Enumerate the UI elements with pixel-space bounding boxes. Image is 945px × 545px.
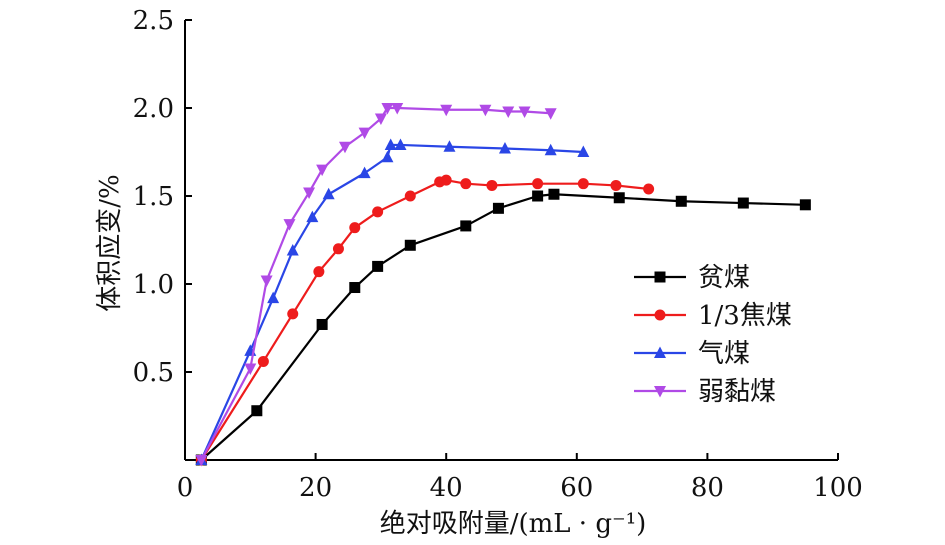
series-line — [200, 193, 806, 461]
y-tick-label: 2.5 — [133, 6, 174, 36]
data-point — [372, 260, 384, 272]
data-point — [391, 103, 404, 115]
data-point — [349, 282, 361, 294]
x-tick-label: 100 — [813, 473, 863, 503]
data-point — [548, 188, 560, 200]
data-point — [502, 106, 515, 119]
data-point — [316, 318, 328, 330]
data-point — [479, 104, 492, 117]
data-point — [306, 210, 319, 223]
series-3 — [195, 138, 590, 465]
data-point — [610, 179, 622, 191]
y-axis-title: 体积应变/% — [95, 174, 125, 311]
legend-item: 弱黏煤 — [634, 377, 776, 407]
data-point — [303, 187, 316, 199]
data-point — [286, 244, 299, 256]
data-point — [313, 266, 325, 278]
data-point — [338, 141, 351, 154]
data-point — [332, 243, 344, 255]
y-tick-label: 2.0 — [133, 94, 174, 124]
y-tick-label: 1.0 — [133, 270, 174, 300]
data-point — [486, 179, 498, 191]
x-axis-title: 绝对吸附量/(mL · g⁻¹) — [380, 509, 647, 539]
legend-item: 气煤 — [634, 339, 750, 369]
data-point — [358, 127, 371, 140]
x-tick-label: 0 — [177, 473, 194, 503]
data-point — [613, 192, 625, 204]
series-line — [200, 143, 584, 461]
data-point — [443, 140, 456, 152]
legend-label: 贫煤 — [698, 263, 750, 293]
data-point — [544, 108, 557, 120]
data-point — [381, 103, 394, 115]
legend-item: 贫煤 — [634, 263, 750, 293]
legend-item: 1/3焦煤 — [634, 301, 792, 331]
data-point — [440, 174, 452, 186]
legend-marker — [654, 309, 666, 321]
data-point — [257, 355, 269, 367]
data-point — [492, 202, 504, 214]
data-point — [643, 183, 655, 195]
data-point — [440, 104, 453, 117]
data-point — [260, 275, 273, 287]
data-point — [381, 150, 394, 163]
data-point — [374, 113, 387, 126]
series-layer — [195, 103, 811, 467]
legend-marker — [654, 346, 666, 358]
data-point — [384, 138, 397, 150]
data-point — [675, 195, 687, 207]
data-point — [532, 178, 544, 190]
data-point — [544, 143, 557, 156]
data-point — [349, 222, 361, 234]
axes: 0 20 40 60 80 100 0.5 1.0 1.5 2.0 2.5 — [133, 6, 863, 503]
x-tick-label: 80 — [691, 473, 724, 503]
data-point — [799, 199, 811, 211]
data-point — [460, 220, 472, 232]
legend-marker — [654, 271, 666, 283]
series-line — [200, 179, 649, 461]
data-point — [577, 178, 589, 190]
data-point — [394, 138, 407, 150]
x-tick-label: 40 — [430, 473, 463, 503]
data-point — [322, 187, 335, 200]
data-point — [737, 197, 749, 209]
data-point — [577, 145, 590, 157]
data-point — [498, 141, 511, 154]
data-point — [404, 190, 416, 202]
series-2 — [195, 174, 655, 466]
legend-label: 气煤 — [698, 339, 750, 369]
legend-label: 弱黏煤 — [698, 377, 776, 407]
data-point — [532, 190, 544, 202]
data-point — [518, 106, 531, 119]
legend-label: 1/3焦煤 — [698, 301, 792, 331]
data-point — [358, 166, 371, 179]
x-tick-label: 20 — [299, 473, 332, 503]
data-point — [244, 363, 257, 375]
y-tick-label: 0.5 — [133, 358, 174, 388]
data-point — [372, 206, 384, 218]
series-4 — [195, 103, 557, 467]
legend-marker — [654, 386, 666, 398]
data-point — [267, 291, 280, 304]
data-point — [283, 219, 296, 231]
data-point — [195, 455, 208, 467]
data-point — [460, 178, 472, 190]
data-point — [316, 164, 329, 177]
y-tick-label: 1.5 — [133, 182, 174, 212]
data-point — [404, 239, 416, 251]
data-point — [251, 405, 263, 417]
x-tick-label: 60 — [560, 473, 593, 503]
series-1 — [195, 188, 811, 466]
data-point — [287, 308, 299, 320]
series-line — [200, 106, 551, 461]
